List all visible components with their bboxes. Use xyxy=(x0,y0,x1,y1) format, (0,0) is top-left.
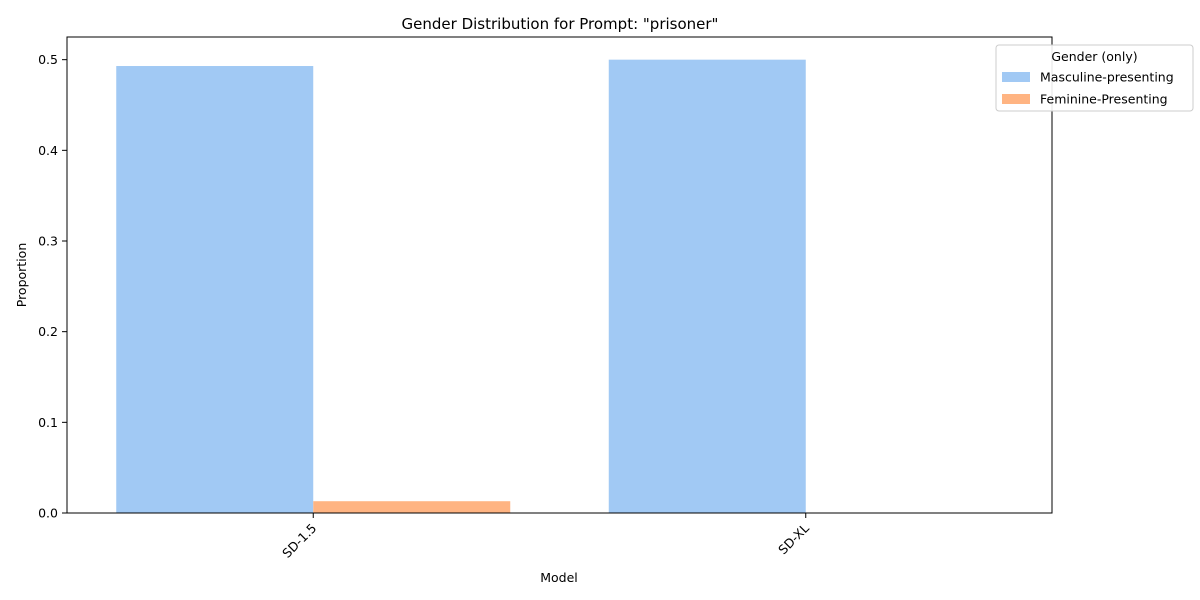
y-axis-title: Proportion xyxy=(14,243,29,308)
legend-box xyxy=(995,44,1194,112)
x-tick-label: SD-1.5 xyxy=(279,521,319,561)
y-tick-label: 0.0 xyxy=(38,506,58,521)
legend-label: Masculine-presenting xyxy=(1040,70,1174,85)
y-tick-label: 0.5 xyxy=(38,52,58,67)
legend-swatch xyxy=(1002,72,1030,82)
x-axis-title: Model xyxy=(540,570,578,585)
x-tick-label: SD-XL xyxy=(775,520,812,557)
bar-masculine-presenting-sd-xl xyxy=(608,59,806,514)
y-tick-label: 0.3 xyxy=(38,234,58,249)
bar-masculine-presenting-sd-1-5 xyxy=(116,66,314,513)
y-tick-label: 0.1 xyxy=(38,415,58,430)
plot-frame xyxy=(66,36,1053,514)
bars-layer xyxy=(116,59,806,514)
legend-swatch xyxy=(1002,94,1030,104)
legend-label: Feminine-Presenting xyxy=(1040,92,1168,107)
y-tick-label: 0.4 xyxy=(38,143,58,158)
bar-feminine-presenting-sd-1-5 xyxy=(313,501,511,513)
chart-title: Gender Distribution for Prompt: "prisone… xyxy=(402,15,719,33)
legend: Gender (only) Masculine-presenting Feminin… xyxy=(995,44,1194,112)
y-tick-label: 0.2 xyxy=(38,324,58,339)
legend-title: Gender (only) xyxy=(1051,49,1137,64)
